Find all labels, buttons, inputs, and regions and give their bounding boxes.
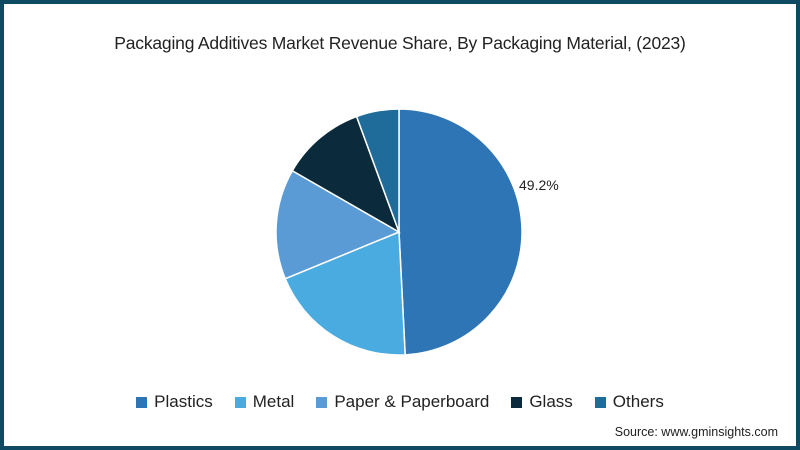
legend-label: Paper & Paperboard [334, 392, 490, 411]
legend-swatch [511, 396, 523, 408]
pie-slice-others [355, 108, 400, 233]
plastics-data-label: 49.2% [519, 177, 559, 193]
pie-slice-plastics [398, 108, 523, 356]
legend-swatch [316, 396, 328, 408]
pie-slices [275, 108, 523, 356]
legend-label: Metal [252, 392, 295, 411]
legend-item-glass: Glass [511, 392, 573, 412]
legend-item-paper: Paper & Paperboard [316, 392, 489, 412]
chart-title: Packaging Additives Market Revenue Share… [114, 33, 686, 53]
pie-slice-metal [284, 230, 406, 356]
pie-slice-glass [291, 115, 401, 234]
legend-item-metal: Metal [234, 392, 295, 412]
legend-item-plastics: Plastics [136, 392, 213, 412]
legend-swatch [136, 396, 148, 408]
legend-label: Glass [529, 392, 573, 411]
legend-item-others: Others [594, 392, 664, 412]
legend-label: Others [612, 392, 664, 411]
legend-label: Plastics [154, 392, 213, 411]
legend-swatch [594, 396, 606, 408]
legend: Plastics Metal Paper & Paperboard Glass … [0, 392, 800, 412]
source-note: Source: www.gminsights.com [614, 425, 778, 439]
legend-swatch [234, 396, 246, 408]
pie-slice-paper-paperboard [275, 169, 401, 280]
